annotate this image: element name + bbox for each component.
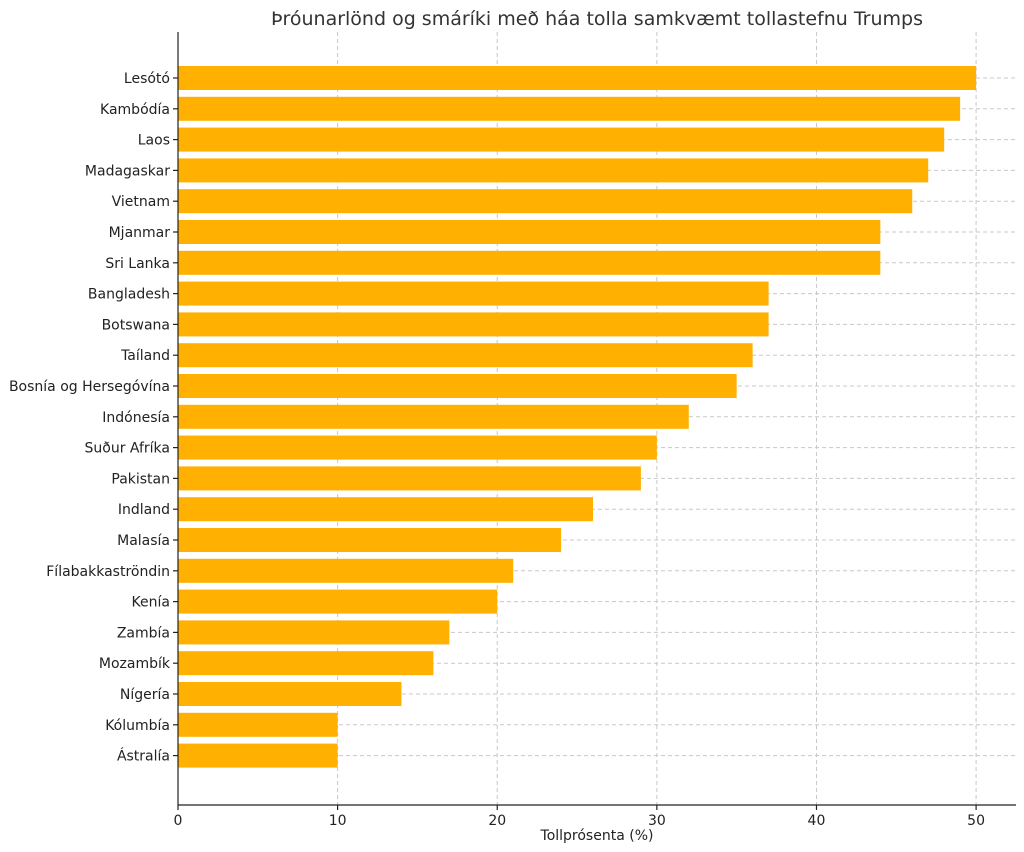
bar-1 bbox=[178, 96, 961, 121]
category-label-12: Suður Afríka bbox=[85, 441, 171, 457]
category-label-7: Bangladesh bbox=[88, 287, 170, 303]
x-tick-label-3: 30 bbox=[648, 813, 666, 829]
category-label-3: Madagaskar bbox=[85, 163, 170, 179]
bar-22 bbox=[178, 743, 338, 768]
bar-14 bbox=[178, 497, 594, 522]
bar-0 bbox=[178, 66, 977, 90]
x-axis-label: Tollprósenta (%) bbox=[540, 828, 654, 844]
bar-16 bbox=[178, 558, 514, 583]
bar-2 bbox=[178, 127, 945, 152]
bar-10 bbox=[178, 374, 737, 398]
bar-12 bbox=[178, 435, 657, 460]
category-label-2: Laos bbox=[138, 133, 170, 149]
bar-15 bbox=[178, 528, 562, 552]
category-label-14: Indland bbox=[118, 502, 170, 518]
category-label-9: Taíland bbox=[120, 348, 170, 364]
category-label-15: Malasía bbox=[117, 533, 170, 549]
category-label-18: Zambía bbox=[117, 625, 170, 641]
category-label-20: Nígería bbox=[120, 687, 170, 703]
bar-11 bbox=[178, 404, 689, 429]
category-label-10: Bosnía og Hersegóvína bbox=[9, 379, 170, 395]
category-label-22: Ástralía bbox=[117, 748, 170, 765]
bar-18 bbox=[178, 620, 450, 645]
category-label-8: Botswana bbox=[102, 317, 170, 333]
bar-8 bbox=[178, 312, 769, 337]
bar-3 bbox=[178, 158, 929, 183]
bar-6 bbox=[178, 250, 881, 275]
bar-4 bbox=[178, 189, 913, 214]
x-tick-label-4: 40 bbox=[808, 813, 826, 829]
bar-5 bbox=[178, 220, 881, 244]
bar-20 bbox=[178, 682, 402, 706]
chart-title: Þróunarlönd og smáríki með háa tolla sam… bbox=[271, 8, 923, 30]
category-label-6: Sri Lanka bbox=[105, 256, 170, 272]
bar-13 bbox=[178, 466, 641, 491]
bar-19 bbox=[178, 651, 434, 676]
category-label-19: Mozambík bbox=[99, 656, 171, 672]
category-label-1: Kambódía bbox=[100, 102, 170, 118]
x-tick-label-2: 20 bbox=[488, 813, 506, 829]
x-tick-label-5: 50 bbox=[967, 813, 985, 829]
category-label-0: Lesótó bbox=[124, 71, 170, 87]
x-tick-label-1: 10 bbox=[329, 813, 347, 829]
bar-9 bbox=[178, 343, 753, 368]
bar-7 bbox=[178, 281, 769, 306]
axis-layer: Lesótó Kambódía Laos Madagaskar Vietnam Mjanm… bbox=[9, 32, 1016, 829]
bar-layer bbox=[178, 66, 977, 768]
bar-17 bbox=[178, 589, 498, 614]
category-label-5: Mjanmar bbox=[109, 225, 171, 241]
category-label-21: Kólumbía bbox=[105, 718, 170, 734]
category-label-17: Kenía bbox=[132, 595, 170, 611]
category-label-4: Vietnam bbox=[112, 194, 170, 210]
category-label-16: Fílabakkaströndin bbox=[46, 564, 170, 580]
category-label-13: Pakistan bbox=[111, 471, 170, 487]
category-label-11: Indónesía bbox=[102, 410, 170, 426]
x-tick-label-0: 0 bbox=[174, 813, 183, 829]
bar-21 bbox=[178, 712, 338, 737]
